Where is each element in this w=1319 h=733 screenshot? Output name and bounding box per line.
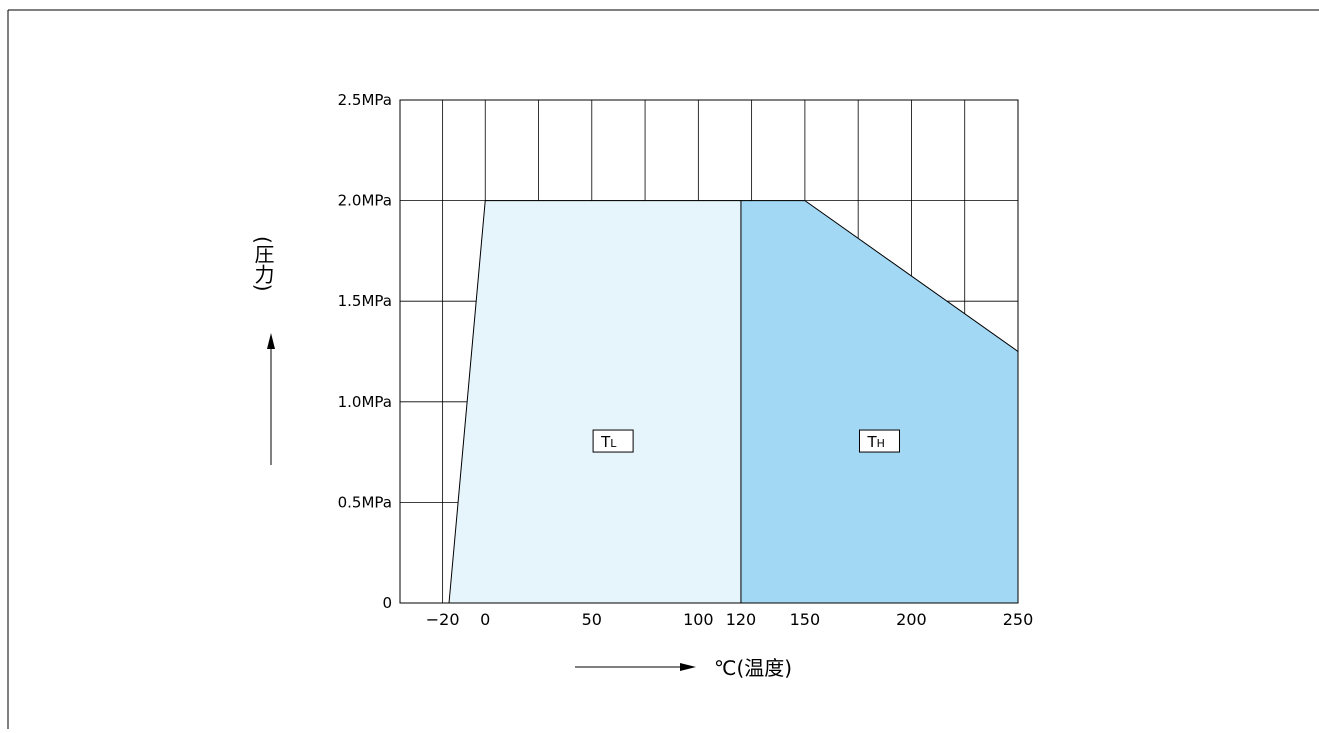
x-tick-label: 200 (896, 610, 927, 629)
axis-layer (399, 99, 1019, 604)
label-layer: 0 0.5MPa 1.0MPa 1.5MPa 2.0MPa 2.5MPa −20 0 50 100… (338, 91, 1034, 629)
x-tick-label: −20 (426, 610, 460, 629)
area-tl (448, 200, 742, 604)
area-layer (448, 200, 1019, 604)
x-axis-title: ℃(温度) (714, 656, 792, 680)
plot-frame (399, 99, 1019, 604)
y-tick-label: 1.5MPa (338, 292, 392, 310)
y-tick-label: 2.0MPa (338, 192, 392, 210)
x-tick-label: 120 (726, 610, 757, 629)
x-tick-label: 250 (1003, 610, 1034, 629)
x-axis-arrow-head (680, 663, 696, 671)
y-axis-title: (圧力) (251, 236, 275, 292)
x-tick-label: 100 (683, 610, 714, 629)
y-tick-label: 1.0MPa (338, 393, 392, 411)
series-label-tl: TL (600, 433, 617, 451)
x-tick-label: 50 (582, 610, 602, 629)
series-label-th: TH (866, 433, 884, 451)
series-label-box-tl (592, 429, 634, 453)
x-tick-label: 0 (480, 610, 490, 629)
area-th (740, 200, 1019, 604)
series-label-box-th (858, 429, 900, 453)
y-axis-arrow-head (267, 333, 275, 349)
x-tick-label: 150 (790, 610, 821, 629)
y-tick-label: 0 (382, 594, 392, 612)
y-tick-label: 0.5MPa (338, 493, 392, 511)
y-tick-label: 2.5MPa (338, 91, 392, 109)
